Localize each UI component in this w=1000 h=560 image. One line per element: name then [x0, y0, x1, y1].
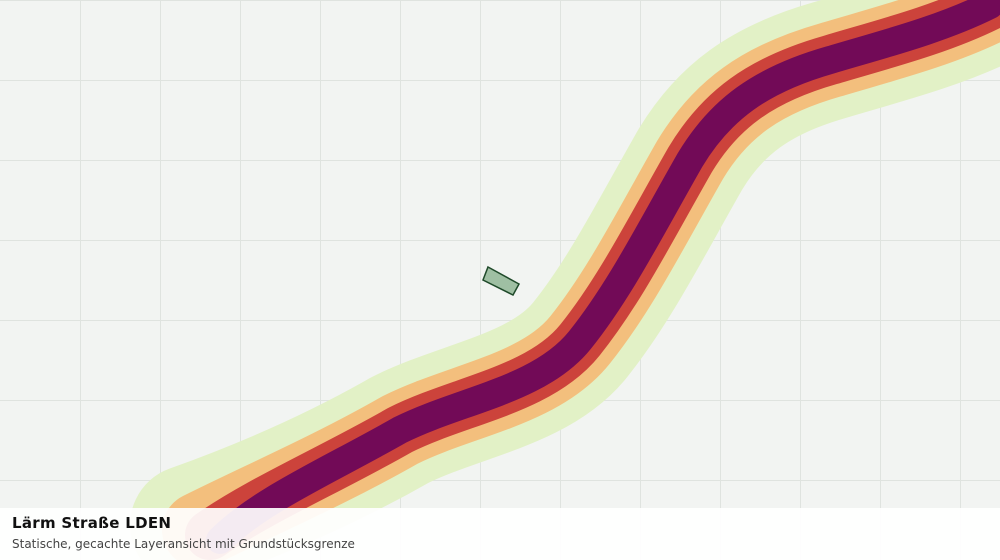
- noise-zone-70: [206, 0, 1000, 554]
- noise-layer: [130, 0, 1000, 560]
- layer-title: Lärm Straße LDEN: [12, 514, 172, 532]
- caption-panel: Lärm Straße LDEN Statische, gecachte Lay…: [0, 508, 1000, 560]
- layer-subtitle: Statische, gecachte Layeransicht mit Gru…: [12, 537, 355, 551]
- parcel-boundary[interactable]: [482, 265, 521, 296]
